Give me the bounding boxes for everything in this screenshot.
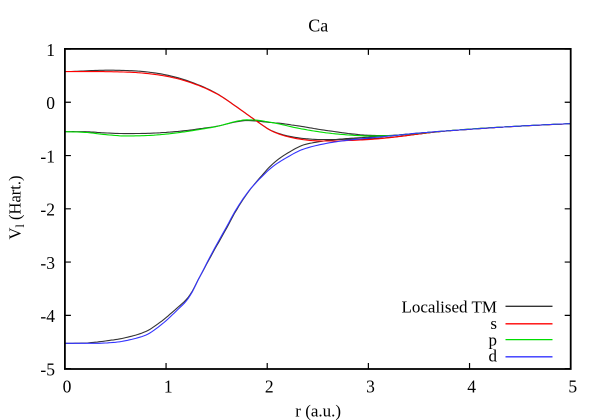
svg-text:4: 4 (467, 377, 476, 397)
svg-text:5: 5 (568, 377, 577, 397)
svg-text:r (a.u.): r (a.u.) (295, 401, 341, 420)
svg-text:2: 2 (265, 377, 274, 397)
svg-text:Localised TM: Localised TM (401, 297, 497, 316)
svg-text:3: 3 (366, 377, 375, 397)
svg-text:-5: -5 (40, 359, 55, 379)
svg-text:d: d (489, 346, 498, 365)
svg-text:Vl (Hart.): Vl (Hart.) (6, 176, 28, 240)
svg-text:0: 0 (63, 377, 72, 397)
svg-text:s: s (490, 314, 497, 333)
svg-text:p: p (489, 331, 498, 350)
svg-text:-4: -4 (40, 306, 55, 326)
svg-text:1: 1 (164, 377, 173, 397)
svg-text:-3: -3 (40, 253, 55, 273)
svg-text:Ca: Ca (308, 15, 328, 35)
svg-text:-1: -1 (40, 146, 55, 166)
svg-text:1: 1 (46, 40, 55, 60)
svg-text:0: 0 (46, 93, 55, 113)
svg-text:-2: -2 (40, 200, 55, 220)
